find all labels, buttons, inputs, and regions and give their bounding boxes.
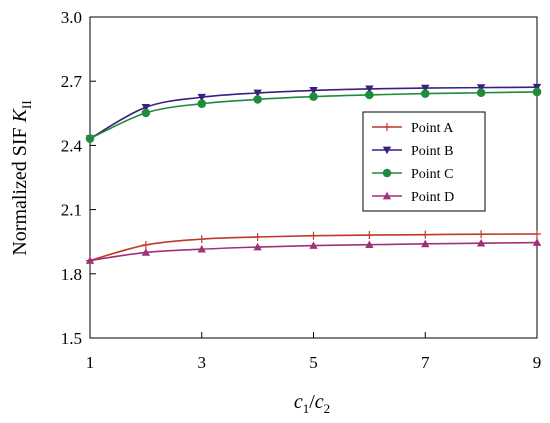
x-tick-label: 7 xyxy=(421,353,430,372)
marker-triangle-down xyxy=(365,85,374,94)
y-axis-ticks: 1.5 1.8 2.1 2.4 2.7 3.0 xyxy=(61,8,96,348)
legend-label: Point C xyxy=(411,167,453,182)
legend-item: Point A xyxy=(372,121,454,136)
series-layer xyxy=(85,83,542,265)
x-tick-label: 1 xyxy=(86,353,95,372)
legend: Point A Point B Point C Point D xyxy=(362,111,486,212)
series-point-d xyxy=(85,238,542,264)
marker-circle xyxy=(141,108,151,118)
marker-circle xyxy=(476,88,486,98)
marker-triangle-up xyxy=(197,244,206,253)
legend-label: Point D xyxy=(411,190,454,205)
marker-plus xyxy=(533,229,541,238)
legend-label: Point B xyxy=(411,144,453,159)
marker-circle xyxy=(532,87,542,97)
marker-triangle-down xyxy=(382,146,392,155)
marker-circle xyxy=(365,90,374,100)
marker-plus xyxy=(383,123,391,131)
marker-circle xyxy=(382,168,392,178)
marker-triangle-up xyxy=(382,191,392,200)
marker-triangle-up xyxy=(421,239,430,248)
marker-plus xyxy=(253,232,262,241)
marker-triangle-up xyxy=(365,240,374,249)
x-axis-title: c1/c2 xyxy=(294,391,330,416)
series-point-c xyxy=(85,87,542,143)
x-tick-label: 3 xyxy=(198,353,207,372)
legend-item: Point B xyxy=(372,144,453,159)
marker-triangle-down xyxy=(476,84,486,92)
marker-plus xyxy=(197,235,206,244)
marker-circle xyxy=(85,134,95,143)
marker-circle xyxy=(197,99,207,108)
marker-plus xyxy=(309,231,318,240)
marker-triangle-up xyxy=(141,248,151,256)
marker-plus xyxy=(365,231,374,240)
legend-item: Point C xyxy=(372,167,453,182)
legend-item: Point D xyxy=(372,190,454,205)
marker-triangle-up xyxy=(85,256,95,264)
marker-plus xyxy=(421,230,430,239)
marker-triangle-up xyxy=(532,238,542,246)
marker-plus xyxy=(141,240,150,249)
legend-box xyxy=(362,111,486,212)
marker-triangle-down xyxy=(197,93,206,102)
y-tick-label: 1.8 xyxy=(61,265,82,284)
marker-circle xyxy=(253,95,262,104)
legend-label: Point A xyxy=(411,121,454,136)
marker-circle xyxy=(420,89,430,98)
marker-triangle-down xyxy=(141,103,151,112)
y-tick-label: 2.7 xyxy=(61,72,83,91)
marker-plus xyxy=(477,230,486,239)
marker-triangle-up xyxy=(253,242,262,251)
marker-triangle-up xyxy=(476,238,486,247)
series-point-a xyxy=(86,229,541,265)
x-axis-ticks: 1 3 5 7 9 xyxy=(86,332,542,372)
x-tick-label: 5 xyxy=(309,353,318,372)
y-tick-label: 3.0 xyxy=(61,8,82,27)
marker-circle xyxy=(309,92,318,101)
marker-triangle-down xyxy=(421,84,430,93)
x-tick-label: 9 xyxy=(533,353,542,372)
marker-triangle-down xyxy=(309,87,318,95)
marker-triangle-down xyxy=(253,89,262,98)
y-tick-label: 2.4 xyxy=(61,136,83,155)
marker-triangle-up xyxy=(309,241,318,249)
y-tick-label: 1.5 xyxy=(61,329,82,348)
y-axis-title: Normalized SIF KII xyxy=(9,100,34,255)
y-tick-label: 2.1 xyxy=(61,201,82,220)
series-point-b xyxy=(85,83,542,143)
